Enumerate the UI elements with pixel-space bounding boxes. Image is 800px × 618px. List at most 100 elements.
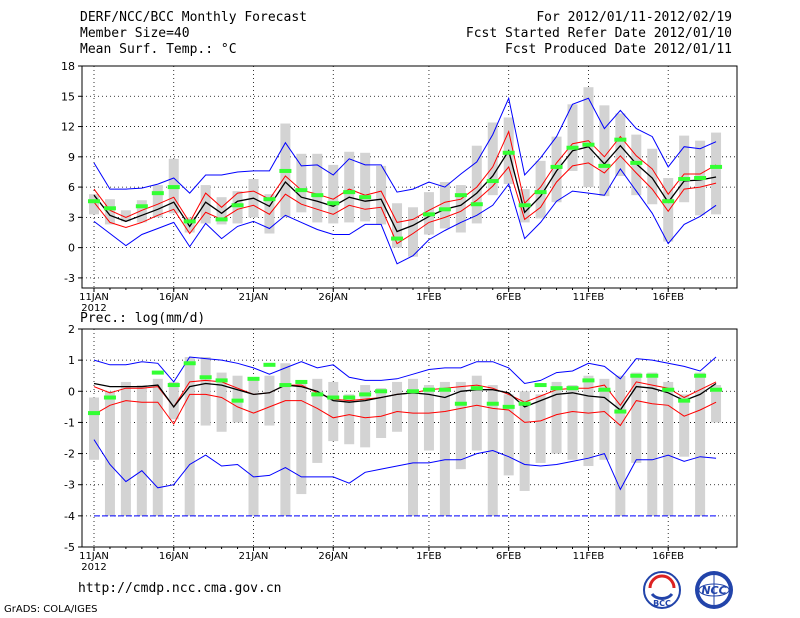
observed-marker	[375, 389, 388, 394]
observed-marker	[598, 387, 611, 392]
ensemble-box	[120, 210, 131, 222]
ensemble-box	[647, 148, 658, 205]
ensemble-box	[551, 381, 562, 454]
series-upper-line	[93, 130, 717, 224]
y-tick-label: 3	[68, 211, 75, 224]
y-tick-label: -5	[64, 541, 75, 554]
x-tick-label: 26JAN	[318, 551, 348, 562]
y-tick-label: 0	[68, 242, 75, 255]
ensemble-box	[519, 391, 530, 491]
panel-title: Prec.: log(mm/d)	[80, 311, 205, 326]
source-url[interactable]: http://cmdp.ncc.cma.gov.cn	[78, 581, 282, 596]
observed-marker	[199, 375, 212, 380]
observed-marker	[359, 195, 372, 200]
ensemble-box	[535, 394, 546, 463]
ensemble-box	[455, 381, 466, 470]
observed-marker	[311, 392, 324, 397]
series-mean-line	[93, 382, 717, 411]
observed-marker	[518, 203, 531, 208]
ensemble-box	[599, 105, 610, 197]
ensemble-box	[216, 197, 227, 225]
ensemble-box	[312, 153, 323, 223]
y-tick-label: -4	[64, 510, 75, 523]
observed-marker	[183, 361, 196, 366]
observed-marker	[103, 395, 116, 400]
series-lower-line	[93, 155, 717, 245]
header-left: DERF/NCC/BCC Monthly Forecast Member Siz…	[80, 10, 307, 58]
ensemble-box	[328, 164, 339, 224]
x-tick-label: 11FEB	[573, 292, 605, 303]
ensemble-box	[408, 207, 418, 257]
observed-marker	[167, 383, 180, 388]
ncc-logo: NCC	[695, 571, 733, 609]
series-mean-line	[93, 144, 717, 233]
x-tick-year: 2012	[81, 303, 106, 314]
observed-marker	[486, 179, 499, 184]
ensemble-box	[232, 191, 243, 224]
ensemble-box	[168, 381, 179, 420]
x-tick-label: 6FEB	[496, 551, 521, 562]
ensemble-box	[679, 394, 690, 457]
observed-marker	[407, 389, 419, 394]
ensemble-box	[615, 113, 626, 176]
observed-marker	[231, 203, 244, 208]
ensemble-box	[471, 375, 482, 451]
x-tick-label: 16FEB	[652, 292, 684, 303]
ensemble-box	[503, 394, 514, 476]
grads-credit: GrADS: COLA/IGES	[4, 604, 98, 615]
observed-marker	[422, 212, 435, 217]
observed-marker	[88, 199, 100, 204]
ensemble-box	[423, 385, 434, 451]
plot-frame	[81, 328, 738, 548]
observed-marker	[550, 164, 563, 169]
y-tick-label: 1	[68, 354, 75, 367]
fcst-produced-date: Fcst Produced Date 2012/01/11	[505, 42, 732, 57]
observed-marker	[678, 398, 691, 403]
observed-marker	[502, 150, 515, 155]
series-max-line	[93, 356, 717, 385]
observed-marker	[582, 378, 595, 383]
observed-marker	[710, 164, 723, 169]
ensemble-box	[455, 185, 466, 233]
ensemble-box	[280, 363, 291, 516]
x-tick-label: 1FEB	[416, 551, 441, 562]
ensemble-box	[631, 134, 642, 196]
observed-marker	[295, 188, 308, 193]
observed-marker	[470, 386, 483, 391]
ensemble-box	[392, 203, 403, 248]
ensemble-box	[615, 375, 626, 516]
observed-marker	[614, 409, 627, 414]
observed-marker	[151, 370, 164, 375]
ensemble-box	[599, 378, 610, 460]
ensemble-box	[679, 135, 690, 203]
observed-marker	[454, 193, 467, 198]
observed-marker	[135, 204, 148, 209]
x-tick-label: 16JAN	[159, 292, 189, 303]
observed-marker	[391, 236, 404, 241]
observed-marker	[662, 387, 675, 392]
ensemble-box	[663, 381, 674, 516]
ensemble-box	[711, 385, 722, 423]
observed-marker	[694, 176, 707, 181]
observed-marker	[566, 145, 579, 150]
observed-marker	[327, 201, 340, 206]
observed-marker	[167, 185, 180, 190]
y-tick-label: 15	[61, 90, 75, 103]
y-tick-label: -1	[64, 416, 75, 429]
observed-marker	[470, 202, 483, 207]
observed-marker	[438, 207, 451, 212]
svg-text:NCC: NCC	[701, 584, 726, 597]
series-min-line	[93, 439, 717, 491]
ensemble-box	[89, 194, 99, 215]
observed-marker	[247, 376, 260, 381]
observed-marker	[534, 383, 547, 388]
y-tick-label: 2	[68, 323, 75, 336]
ensemble-box	[312, 378, 323, 463]
observed-marker	[183, 219, 196, 224]
ensemble-box	[360, 152, 371, 222]
observed-marker	[630, 160, 643, 165]
x-tick-label: 11JAN	[79, 292, 109, 303]
observed-marker	[279, 383, 292, 388]
